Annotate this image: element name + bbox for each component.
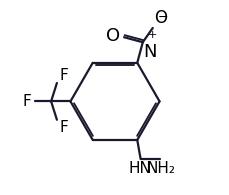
Text: HN: HN <box>128 161 150 176</box>
Text: F: F <box>59 120 68 135</box>
Text: F: F <box>23 94 32 109</box>
Text: O: O <box>153 9 166 27</box>
Text: N: N <box>143 43 157 61</box>
Text: −: − <box>158 11 168 24</box>
Text: F: F <box>59 68 68 83</box>
Text: +: + <box>147 30 157 40</box>
Text: NH₂: NH₂ <box>146 161 175 176</box>
Text: O: O <box>105 27 119 45</box>
